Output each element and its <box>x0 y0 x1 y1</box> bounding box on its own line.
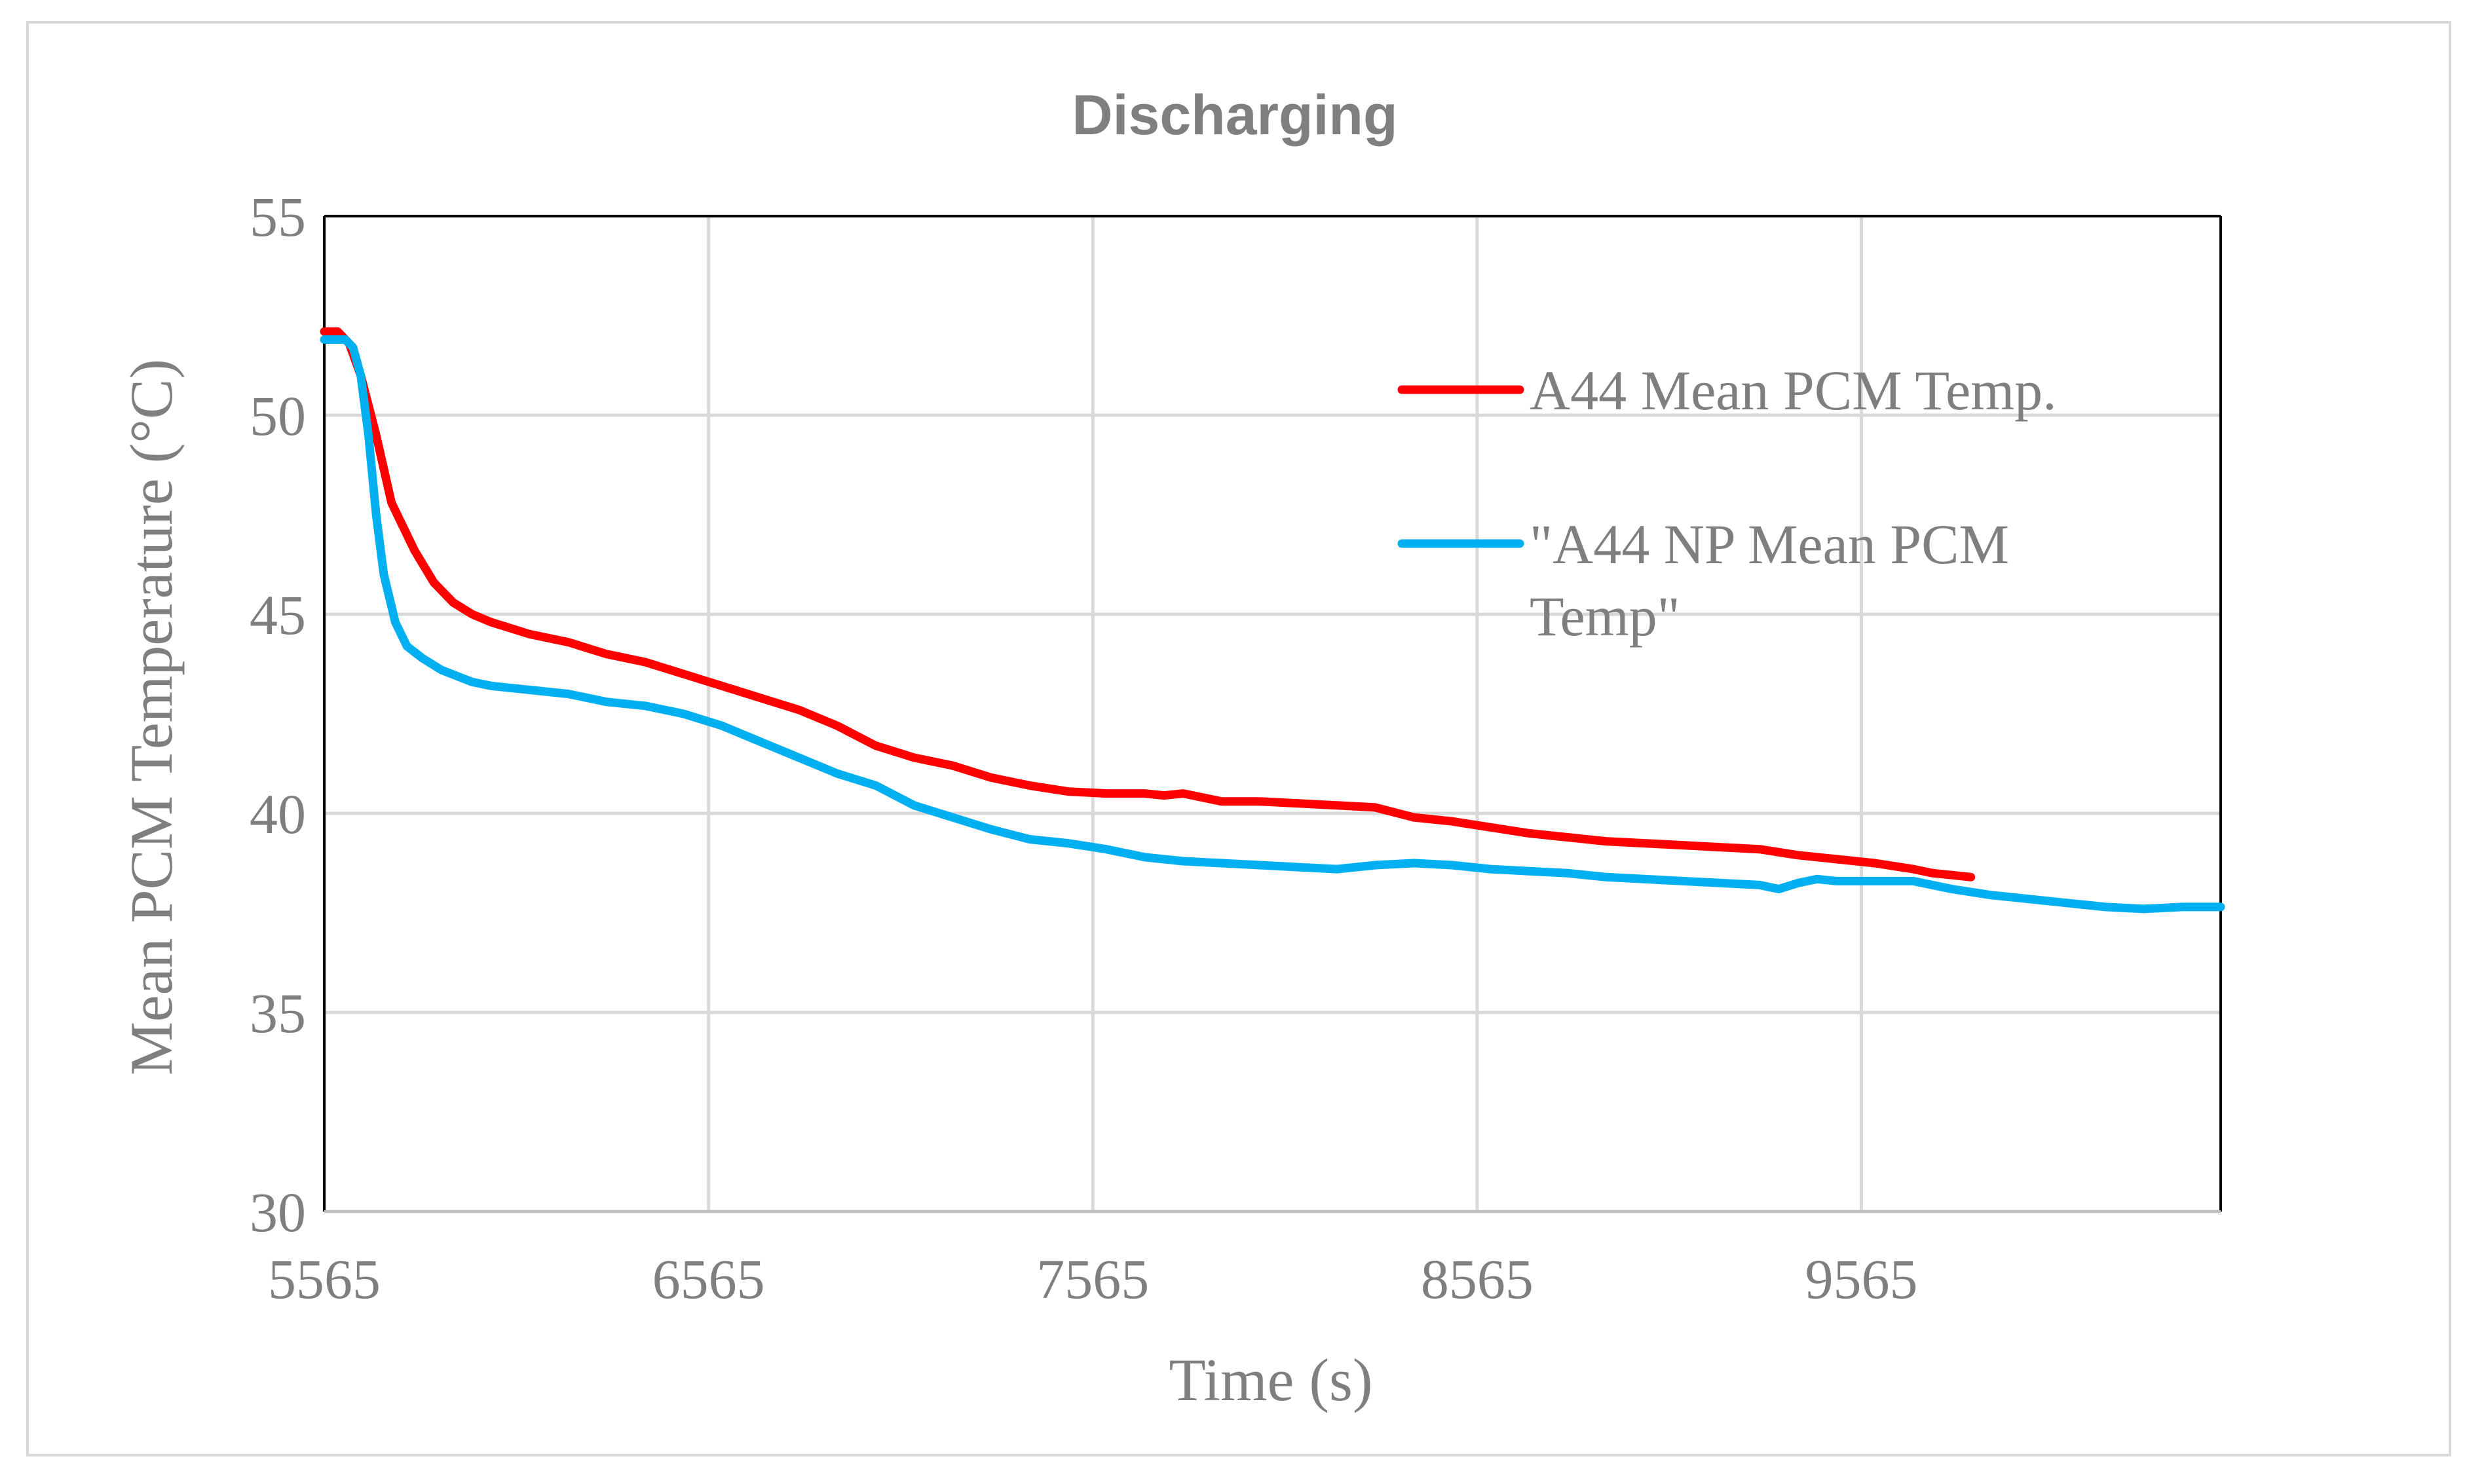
legend-label: Temp" <box>1530 585 1680 648</box>
chart-title: Discharging <box>1072 84 1398 147</box>
legend-item-1: A44 Mean PCM Temp. <box>1397 359 2057 422</box>
y-tick-label: 50 <box>250 384 306 447</box>
x-tick-label: 6565 <box>652 1248 765 1310</box>
x-axis-label: Time (s) <box>1169 1346 1373 1413</box>
x-tick-label: 8565 <box>1421 1248 1534 1310</box>
x-axis-ticks: 5565 6565 7565 8565 9565 <box>268 1248 1918 1310</box>
y-tick-label: 55 <box>250 185 306 248</box>
legend: A44 Mean PCM Temp. "A44 NP Mean PCM Temp" <box>1397 359 2057 648</box>
x-tick-label: 7565 <box>1036 1248 1149 1310</box>
y-tick-label: 35 <box>250 982 306 1045</box>
x-tick-label: 5565 <box>268 1248 381 1310</box>
series-line-1 <box>320 327 1976 881</box>
y-tick-label: 30 <box>250 1181 306 1244</box>
y-tick-label: 40 <box>250 783 306 845</box>
x-tick-label: 9565 <box>1805 1248 1918 1310</box>
legend-label: "A44 NP Mean PCM <box>1530 513 2009 576</box>
y-axis-ticks: 30 35 40 45 50 55 <box>250 185 306 1244</box>
legend-item-2: "A44 NP Mean PCM Temp" <box>1397 513 2009 648</box>
legend-label: A44 Mean PCM Temp. <box>1530 359 2057 422</box>
series-line-2 <box>320 335 2225 914</box>
chart-frame <box>26 21 2451 1456</box>
series-lines <box>320 327 2225 914</box>
axes <box>323 215 2222 1213</box>
y-axis-label: Mean PCM Temperature (°C) <box>118 359 185 1075</box>
y-tick-label: 45 <box>250 584 306 646</box>
